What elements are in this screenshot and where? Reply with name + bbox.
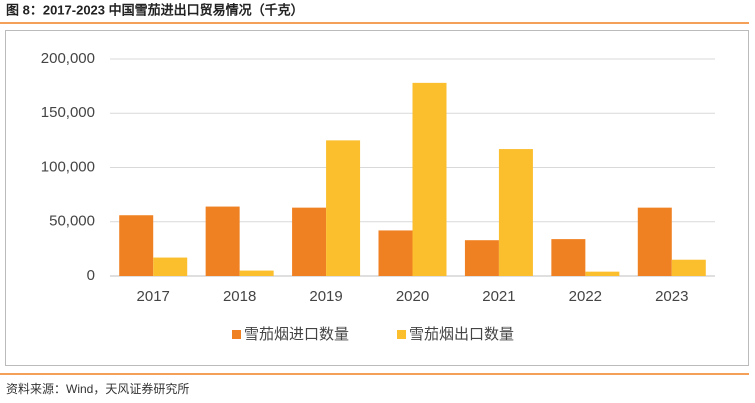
- y-tick-label: 50,000: [49, 213, 95, 230]
- bar: [239, 270, 274, 276]
- bar: [412, 82, 447, 277]
- bar: [585, 271, 620, 276]
- bar: [378, 230, 413, 276]
- y-tick-label: 200,000: [41, 50, 95, 67]
- y-tick-label: 150,000: [41, 104, 95, 121]
- x-tick-label: 2019: [309, 288, 342, 305]
- bar: [637, 207, 672, 276]
- bar: [671, 259, 706, 276]
- bar: [326, 140, 361, 276]
- x-tick-label: 2020: [396, 288, 429, 305]
- bar: [153, 257, 188, 276]
- legend-label: 雪茄烟进口数量: [244, 326, 349, 343]
- y-tick-label: 0: [87, 267, 95, 284]
- bar: [119, 215, 154, 276]
- legend-swatch: [232, 330, 241, 339]
- bar: [292, 207, 327, 276]
- chart-title: 图 8：2017-2023 中国雪茄进出口贸易情况（千克）: [6, 2, 304, 17]
- x-tick-label: 2021: [482, 288, 515, 305]
- bar: [551, 239, 586, 276]
- x-tick-label: 2018: [223, 288, 256, 305]
- legend-label: 雪茄烟出口数量: [409, 326, 514, 343]
- legend-swatch: [397, 330, 406, 339]
- x-tick-label: 2023: [655, 288, 688, 305]
- y-tick-label: 100,000: [41, 158, 95, 175]
- chart-frame: [5, 30, 749, 366]
- x-tick-label: 2017: [137, 288, 170, 305]
- bar: [464, 240, 499, 276]
- source: 资料来源：Wind，天风证券研究所: [6, 381, 189, 396]
- x-tick-label: 2022: [569, 288, 602, 305]
- bar: [498, 149, 533, 276]
- bar: [205, 206, 240, 276]
